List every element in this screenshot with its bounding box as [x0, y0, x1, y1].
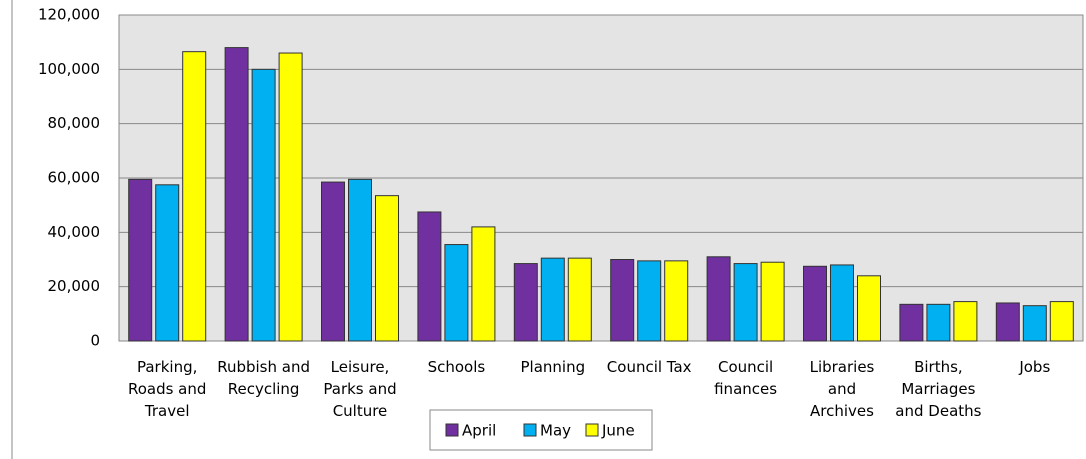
legend: April May June: [429, 409, 653, 451]
bar: [706, 256, 731, 342]
bar: [471, 226, 496, 342]
bar: [155, 184, 180, 342]
bar: [417, 211, 442, 342]
bar: [513, 263, 538, 342]
bar: [540, 257, 565, 342]
y-tick-label: 120,000: [38, 6, 100, 24]
y-tick-label: 40,000: [48, 223, 101, 241]
legend-swatch: [585, 423, 599, 437]
bar: [444, 244, 469, 342]
bar: [128, 178, 153, 342]
x-tick-label: Council Tax: [606, 358, 692, 376]
bar: [637, 260, 662, 342]
bar: [321, 181, 345, 342]
x-tick-label: Libraries and Archives: [809, 358, 875, 420]
legend-label: April: [462, 422, 496, 440]
legend-box: [429, 409, 653, 451]
y-tick-label: 100,000: [38, 60, 100, 78]
x-tick-label: Rubbish and Recycling: [217, 358, 310, 398]
legend-label: June: [601, 422, 635, 440]
bar: [664, 260, 689, 342]
bar: [953, 301, 978, 342]
bar: [182, 51, 207, 342]
bar: [224, 47, 249, 342]
bar: [375, 195, 399, 342]
bar: [995, 302, 1020, 342]
bar: [926, 303, 951, 342]
bar: [899, 303, 924, 342]
bar: [733, 263, 758, 342]
y-tick-label: 80,000: [48, 114, 101, 132]
bar: [348, 178, 372, 342]
x-tick-label: Planning: [520, 358, 586, 376]
bar: [1022, 305, 1047, 342]
x-tick-label: Jobs: [1019, 358, 1051, 376]
legend-swatch: [445, 423, 459, 437]
x-tick-label: Births, Marriages and Deaths: [895, 358, 982, 420]
bar: [278, 52, 303, 342]
legend-label: May: [540, 422, 571, 440]
bar: [830, 264, 854, 342]
x-tick-label: Schools: [427, 358, 486, 376]
x-tick-label: Parking, Roads and Travel: [127, 358, 207, 420]
legend-swatch: [523, 423, 537, 437]
bar: [567, 257, 592, 342]
x-tick-label: Council finances: [714, 358, 778, 398]
y-tick-label: 20,000: [48, 277, 101, 295]
bar: [803, 265, 827, 342]
bar: [610, 259, 635, 342]
bar: [1049, 301, 1074, 342]
bar: [857, 275, 881, 342]
y-tick-label: 0: [90, 332, 100, 350]
bar: [251, 68, 276, 342]
x-tick-label: Leisure, Parks and Culture: [323, 358, 397, 420]
y-tick-label: 60,000: [48, 169, 101, 187]
bar: [760, 261, 785, 342]
